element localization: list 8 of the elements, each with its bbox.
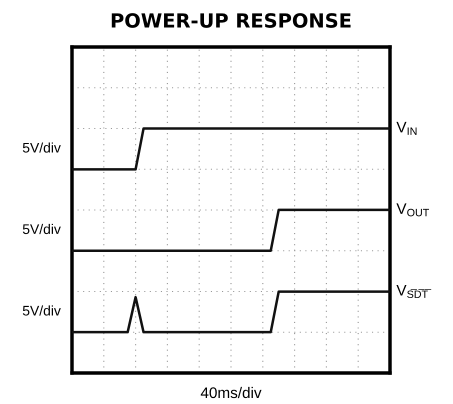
text: 5V/div (22, 305, 61, 316)
x-axis-title: 40ms/div (200, 386, 262, 398)
chart-title: POWER-UP RESPONSE (112, 13, 351, 28)
text: 5V/div (22, 224, 61, 234)
series-label: V$_{IN}$ (396, 122, 417, 135)
series-label: V$_{OUT}$ (396, 203, 430, 216)
series-label: V$_{S̅D̅T̅}$ (396, 284, 432, 298)
text: 5V/div (22, 142, 61, 153)
